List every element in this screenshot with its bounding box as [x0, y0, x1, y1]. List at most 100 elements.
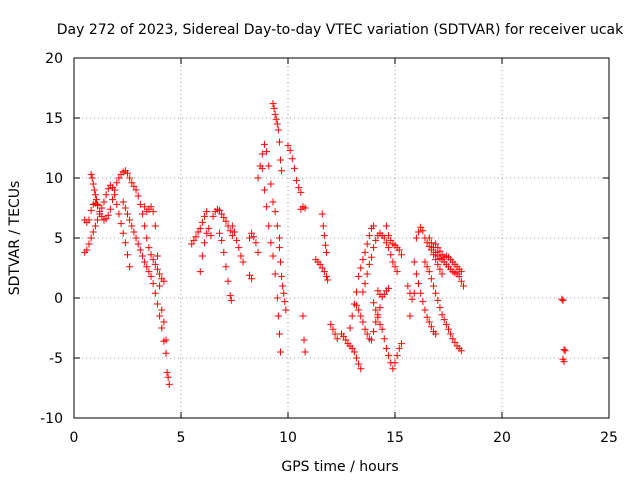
data-point	[203, 229, 211, 237]
data-point	[346, 324, 354, 332]
data-point	[363, 330, 371, 338]
data-point	[90, 186, 98, 194]
data-point	[432, 240, 440, 248]
data-point	[412, 234, 420, 242]
data-point	[147, 272, 155, 280]
data-point	[91, 191, 99, 199]
data-point	[355, 306, 363, 314]
data-point	[559, 296, 567, 304]
plot-frame	[73, 57, 610, 419]
data-point	[235, 244, 243, 252]
data-point	[136, 200, 144, 208]
data-point	[425, 242, 433, 250]
data-point	[260, 140, 268, 148]
data-point	[318, 264, 326, 272]
data-point	[113, 179, 121, 187]
data-point	[141, 203, 149, 211]
data-point	[94, 216, 102, 224]
data-point	[111, 186, 119, 194]
data-point	[363, 240, 371, 248]
data-point	[128, 222, 136, 230]
data-point	[85, 240, 93, 248]
data-point	[457, 277, 465, 285]
data-point	[119, 198, 127, 206]
data-point	[252, 239, 260, 247]
data-point	[352, 301, 360, 309]
x-axis-label: GPS time / hours	[281, 459, 398, 475]
data-point	[361, 325, 369, 333]
y-tick-label: 10	[45, 171, 63, 187]
data-point	[380, 290, 388, 298]
data-point	[153, 300, 161, 308]
data-points	[81, 100, 569, 388]
data-point	[226, 292, 234, 300]
data-point	[231, 228, 238, 236]
x-tick-label: 25	[600, 430, 618, 446]
x-tick-label: 0	[70, 430, 79, 446]
data-point	[442, 320, 450, 328]
data-point	[419, 227, 427, 235]
data-point	[288, 155, 296, 163]
data-point	[126, 263, 134, 271]
data-point	[382, 239, 390, 247]
data-point	[119, 229, 127, 237]
data-point	[126, 174, 134, 182]
y-tick-label: 15	[45, 111, 63, 127]
data-point	[207, 232, 215, 240]
data-point	[141, 258, 149, 266]
data-point	[91, 222, 99, 230]
data-point	[149, 256, 157, 264]
data-point	[355, 272, 363, 280]
data-point	[457, 268, 465, 276]
data-point	[359, 318, 367, 326]
data-point	[297, 188, 305, 196]
data-point	[350, 348, 358, 356]
data-point	[425, 318, 433, 326]
data-point	[274, 126, 282, 134]
data-point	[372, 318, 380, 326]
data-point	[320, 268, 328, 276]
data-point	[365, 232, 373, 240]
data-point	[367, 253, 375, 261]
data-point	[277, 156, 285, 164]
data-point	[434, 260, 442, 268]
data-point	[459, 282, 467, 290]
data-point	[190, 236, 198, 244]
data-point	[96, 208, 104, 216]
data-point	[382, 222, 390, 230]
data-point	[316, 260, 324, 268]
data-point	[393, 352, 401, 360]
data-point	[156, 270, 164, 278]
data-point	[340, 332, 348, 340]
data-point	[192, 233, 200, 241]
data-point	[295, 184, 303, 192]
data-point	[136, 246, 144, 254]
data-point	[220, 248, 228, 256]
data-point	[151, 222, 159, 230]
data-point	[147, 251, 155, 259]
data-point	[370, 244, 378, 252]
data-point	[153, 252, 161, 260]
data-point	[374, 313, 382, 321]
data-point	[290, 164, 298, 172]
data-point	[300, 336, 308, 344]
data-point	[149, 280, 157, 288]
data-point	[165, 380, 173, 388]
data-point	[124, 169, 131, 177]
data-point	[102, 215, 110, 223]
data-point	[331, 330, 339, 338]
data-point	[301, 348, 309, 356]
data-point	[265, 222, 273, 230]
data-point	[245, 234, 253, 242]
data-point	[130, 228, 138, 236]
data-point	[434, 296, 442, 304]
x-tick-label: 5	[177, 430, 186, 446]
data-point	[425, 234, 433, 242]
data-point	[128, 179, 136, 187]
data-point	[196, 268, 204, 276]
data-point	[258, 150, 266, 158]
data-point	[273, 294, 281, 302]
data-point	[267, 180, 275, 188]
data-point	[447, 330, 455, 338]
data-point	[397, 251, 405, 259]
